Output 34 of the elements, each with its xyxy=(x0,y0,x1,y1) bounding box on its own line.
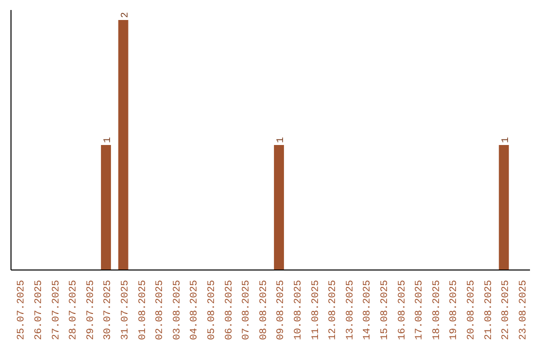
x-tick-label: 02.08.2025 xyxy=(155,280,166,340)
x-tick-label: 11.08.2025 xyxy=(310,280,322,340)
x-tick-label: 05.08.2025 xyxy=(206,280,218,340)
x-tick-label: 29.07.2025 xyxy=(86,280,97,340)
x-tick-label: 04.08.2025 xyxy=(190,280,201,340)
x-tick-label: 08.08.2025 xyxy=(258,280,270,340)
x-tick-label: 22.08.2025 xyxy=(501,280,512,340)
data-label: 2 xyxy=(120,12,132,18)
x-tick-label: 19.08.2025 xyxy=(449,280,460,340)
x-tick-label: 12.08.2025 xyxy=(328,280,340,340)
x-tick-label: 17.08.2025 xyxy=(414,280,426,340)
x-tick-label: 15.08.2025 xyxy=(380,280,391,340)
data-label: 1 xyxy=(500,136,512,143)
x-tick-label: 20.08.2025 xyxy=(466,280,478,340)
x-tick-label: 01.08.2025 xyxy=(138,280,149,340)
x-tick-label: 16.08.2025 xyxy=(397,280,408,340)
x-tick-label: 06.08.2025 xyxy=(224,280,236,340)
x-tick-label: 14.08.2025 xyxy=(362,280,374,340)
x-tick-label: 28.07.2025 xyxy=(68,280,80,340)
x-tick-label: 21.08.2025 xyxy=(484,280,495,340)
x-tick-label: 13.08.2025 xyxy=(345,280,356,340)
x-tick-label: 18.08.2025 xyxy=(432,280,443,340)
x-tick-label: 30.07.2025 xyxy=(103,280,114,340)
data-label: 1 xyxy=(276,136,287,143)
x-tick-label: 03.08.2025 xyxy=(172,280,184,340)
x-tick-label: 26.07.2025 xyxy=(34,280,45,340)
data-label: 1 xyxy=(102,136,114,143)
x-tick-label: 23.08.2025 xyxy=(518,280,530,340)
x-tick-label: 25.07.2025 xyxy=(16,280,28,340)
x-tick-label: 07.08.2025 xyxy=(242,280,253,340)
x-tick-label: 10.08.2025 xyxy=(293,280,304,340)
x-tick-label: 31.07.2025 xyxy=(120,280,132,340)
x-tick-label: 27.07.2025 xyxy=(51,280,62,340)
x-tick-label: 09.08.2025 xyxy=(276,280,288,340)
